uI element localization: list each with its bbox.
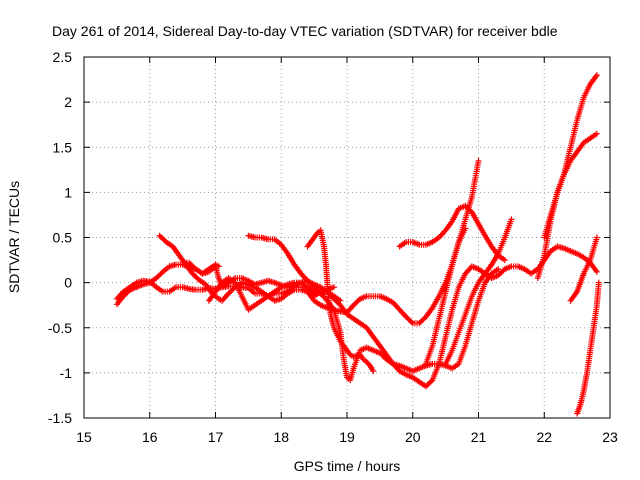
x-tick-label: 20	[405, 429, 421, 445]
x-tick-label: 19	[339, 429, 355, 445]
series-markers	[442, 216, 515, 367]
series-markers	[304, 227, 377, 375]
series-arc-12	[541, 130, 600, 241]
series-arc-6	[245, 232, 502, 384]
x-axis-title: GPS time / hours	[294, 458, 401, 474]
series-markers	[179, 243, 600, 390]
x-tick-label: 15	[76, 429, 92, 445]
x-tick-label: 16	[142, 429, 158, 445]
y-tick-label: -0.5	[48, 320, 72, 336]
series-markers	[567, 234, 600, 304]
plot-frame	[83, 56, 611, 419]
chart-title: Day 261 of 2014, Sidereal Day-to-day VTE…	[52, 23, 558, 39]
plot-area	[113, 72, 602, 417]
x-axis: 15 16 17 18 19 20 21 22 23	[76, 57, 618, 445]
series-arc-8	[396, 202, 508, 264]
y-tick-label: 2.5	[53, 49, 73, 65]
series-arc-7	[304, 227, 377, 375]
series-arc-14	[574, 279, 602, 417]
series-arc-4	[179, 243, 600, 390]
series-arc-9	[422, 225, 469, 367]
x-tick-label: 22	[536, 429, 552, 445]
series-markers	[245, 232, 502, 384]
x-tick-label: 17	[208, 429, 224, 445]
series-markers	[205, 275, 344, 313]
grid	[84, 57, 610, 418]
y-tick-label: -1.5	[48, 410, 72, 426]
y-tick-label: -1	[60, 365, 73, 381]
series-arc-10	[442, 216, 515, 367]
series-markers	[574, 279, 602, 417]
series-arc-5	[205, 275, 344, 313]
y-tick-label: 2	[64, 94, 72, 110]
y-axis: -1.5 -1 -0.5 0 0.5 1 1.5 2 2.5	[48, 49, 610, 426]
y-tick-label: 1.5	[53, 139, 73, 155]
y-tick-label: 1	[64, 184, 72, 200]
x-tick-label: 23	[602, 429, 618, 445]
x-tick-label: 21	[471, 429, 487, 445]
series-markers	[396, 202, 508, 264]
y-tick-label: 0	[64, 275, 72, 291]
x-tick-label: 18	[273, 429, 289, 445]
series-markers	[422, 225, 469, 367]
series-markers	[541, 130, 600, 241]
y-axis-title: SDTVAR / TECUs	[6, 181, 22, 293]
series-arc-13	[567, 234, 600, 304]
y-tick-label: 0.5	[53, 230, 73, 246]
